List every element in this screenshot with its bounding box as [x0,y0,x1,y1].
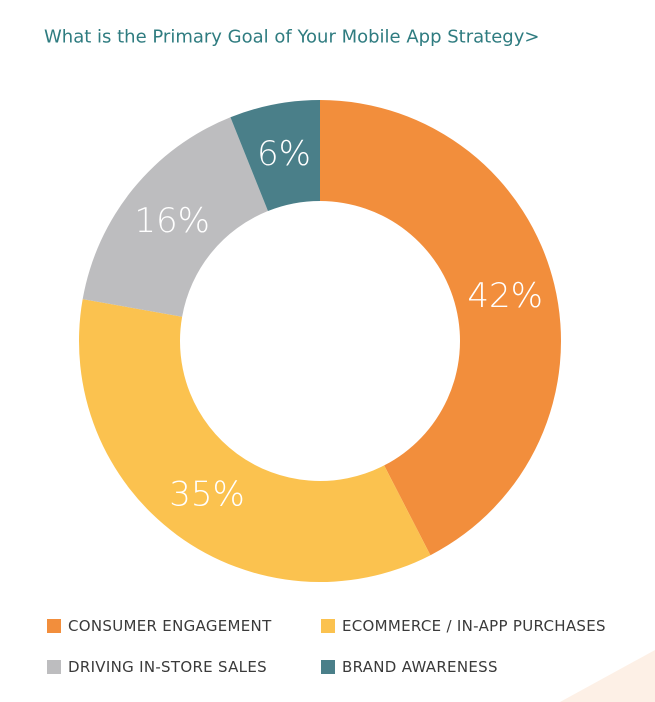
legend-swatch [321,619,335,633]
decoration [560,650,655,702]
slice-label: 16% [134,201,210,241]
donut-slice [78,299,431,583]
legend-label: BRAND AWARENESS [342,658,498,676]
slice-label: 42% [467,276,543,316]
legend-swatch [321,660,335,674]
legend-swatch [47,619,61,633]
legend-label: DRIVING IN-STORE SALES [68,658,267,676]
legend-label: ECOMMERCE / IN-APP PURCHASES [342,617,606,635]
slice-label: 6% [257,134,311,174]
donut-slice [230,100,320,212]
donut-slice [320,100,562,556]
legend-label: CONSUMER ENGAGEMENT [68,617,272,635]
donut-slice [82,117,268,317]
slice-label: 35% [169,474,245,514]
legend-swatch [47,660,61,674]
chart-title: What is the Primary Goal of Your Mobile … [44,27,539,48]
